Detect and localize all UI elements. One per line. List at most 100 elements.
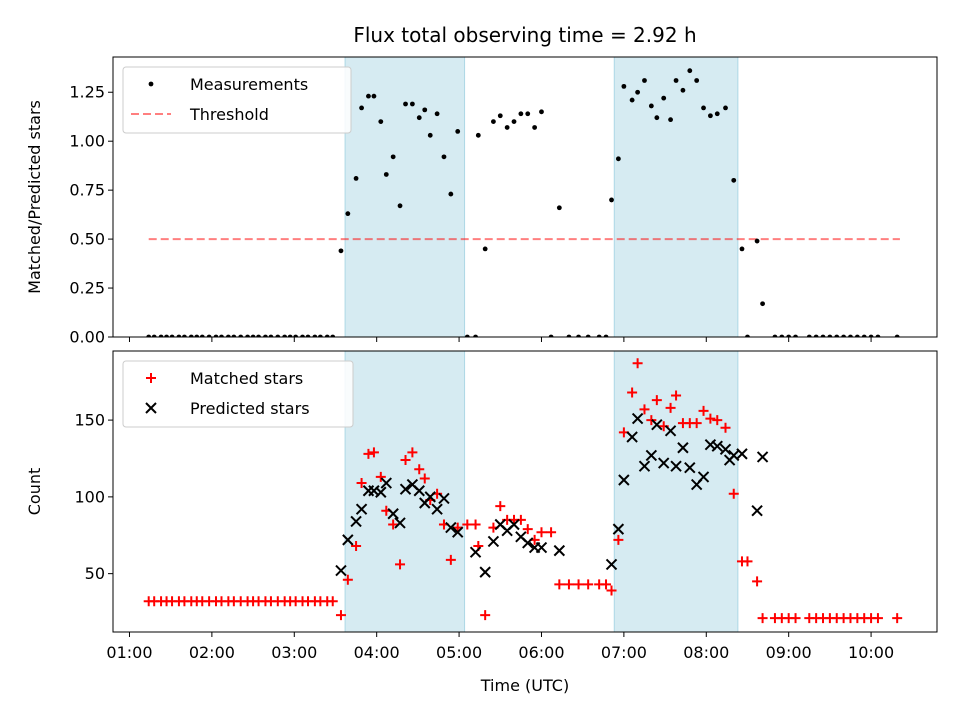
x-tick-label: 08:00 [683, 643, 729, 662]
measurement-point [556, 205, 562, 211]
measurement-point [576, 334, 581, 337]
matched-stars-point [728, 488, 739, 499]
matched-stars-point [752, 576, 763, 587]
measurement-point [263, 334, 268, 337]
predicted-stars-point [424, 491, 436, 503]
observing-window-1 [344, 351, 466, 632]
x-tick-label: 10:00 [848, 643, 894, 662]
measurement-point [661, 95, 667, 101]
measurement-point [448, 191, 454, 197]
measurement-point [680, 87, 686, 93]
measurement-point [739, 246, 745, 252]
predicted-stars-point [751, 504, 763, 517]
measurement-point [654, 115, 660, 121]
measurement-point [231, 334, 237, 337]
predicted-stars-point [445, 521, 457, 534]
measurement-point [793, 334, 798, 337]
matched-stars-point [388, 519, 399, 530]
measurement-point [409, 101, 415, 107]
measurement-point [841, 334, 847, 337]
predicted-stars-point [387, 508, 399, 520]
matched-stars-point [691, 418, 702, 429]
measurement-point [176, 334, 182, 337]
measurement-point [422, 107, 428, 113]
measurement-point [894, 334, 900, 337]
measurement-point [317, 334, 323, 337]
measurement-point [708, 113, 713, 119]
predicted-stars-point [350, 515, 362, 528]
matched-stars-point [445, 554, 456, 565]
top-panel-matched-ratio: 0.00 0.25 0.50 0.75 1.00 1.25 Matched/Predicte… [25, 56, 938, 347]
predicted-stars-point [651, 418, 663, 431]
measurement-point [820, 334, 826, 337]
measurement-point [345, 211, 351, 217]
legend-label: Predicted stars [190, 399, 310, 418]
y-tick-label: 1.00 [69, 132, 105, 151]
x-tick-label: 07:00 [601, 643, 647, 662]
matched-stars-point [665, 402, 676, 413]
predicted-stars-point [487, 535, 500, 548]
predicted-stars-point [394, 517, 406, 529]
measurement-point [854, 334, 860, 337]
y-tick-label: 100 [74, 487, 105, 506]
matched-stars-point [368, 447, 379, 458]
predicted-stars-point [677, 442, 689, 454]
predicted-stars-point [638, 460, 651, 472]
matched-stars-point [651, 395, 662, 406]
plot-area [143, 351, 903, 632]
y-tick-label: 50 [85, 564, 105, 583]
measurement-point [497, 113, 503, 119]
measurement-point [754, 238, 760, 244]
measurement-point [169, 334, 175, 337]
measurement-point [359, 105, 364, 111]
y-tick-label: 1.25 [69, 83, 105, 102]
matched-stars-point [601, 579, 612, 590]
matched-stars-point [351, 541, 362, 552]
measurement-point [293, 334, 299, 337]
matched-stars-point [646, 415, 657, 426]
measurement-point [548, 334, 554, 337]
predicted-stars-point [375, 486, 387, 498]
predicted-stars-point [399, 483, 412, 495]
measurement-point [772, 334, 778, 337]
legend-box [122, 66, 352, 134]
measurement-point [687, 68, 693, 74]
y-tick-label: 0.25 [69, 279, 105, 298]
predicted-stars-point [438, 492, 450, 505]
matched-stars-point [522, 524, 533, 535]
y-tick-label: 0.50 [69, 230, 105, 249]
matched-stars-point [892, 613, 903, 624]
predicted-stars-point [335, 564, 347, 577]
legend-marker-measurements [148, 81, 154, 87]
legend-marker-matched [146, 373, 156, 383]
measurement-point [378, 119, 384, 125]
measurement-point [518, 111, 524, 117]
measurement-point [441, 154, 447, 160]
measurement-point [397, 203, 403, 209]
measurement-point [779, 334, 785, 337]
predicted-stars-point [736, 448, 748, 460]
predicted-stars-point [664, 425, 677, 437]
measurement-point [585, 334, 591, 337]
measurement-point [635, 89, 641, 95]
measurement-point [491, 119, 496, 125]
measurement-point [525, 111, 531, 117]
y-tick-label: 150 [74, 411, 105, 430]
measurement-point [731, 177, 737, 183]
matched-stars-point [342, 574, 353, 585]
x-tick-label: 05:00 [436, 643, 482, 662]
plot-area [146, 57, 900, 337]
measurement-point [673, 78, 679, 83]
measurement-point [868, 334, 874, 337]
predicted-stars-point [380, 477, 393, 489]
matched-stars-point [563, 579, 574, 590]
measurement-point [475, 132, 481, 138]
measurement-point [668, 117, 673, 123]
measurement-point [566, 334, 572, 337]
measurement-point [504, 125, 510, 130]
measurement-point [275, 334, 281, 337]
measurement-point [305, 334, 311, 337]
measurement-point [324, 334, 330, 337]
matched-stars-point [639, 404, 650, 415]
